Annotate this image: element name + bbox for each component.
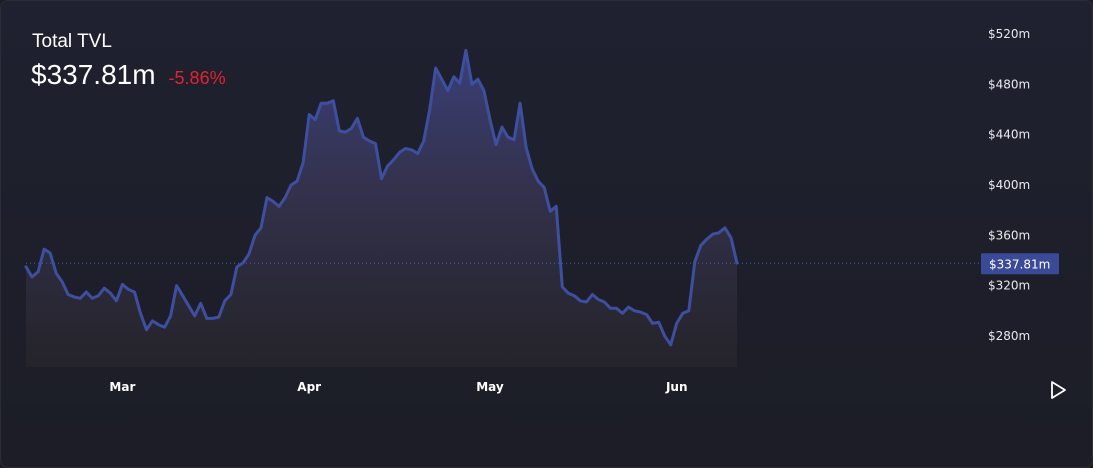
- x-tick-label: Jun: [665, 380, 688, 394]
- y-tick-label: $480m: [988, 77, 1030, 91]
- chart-title: Total TVL: [32, 31, 112, 52]
- y-tick-label: $280m: [988, 329, 1030, 343]
- percent-change: -5.86%: [168, 68, 226, 88]
- y-tick-label: $320m: [988, 279, 1030, 293]
- x-axis: Mar Apr May Jun: [109, 380, 687, 394]
- y-tick-label: $440m: [988, 128, 1030, 142]
- y-tick-label: $520m: [988, 27, 1030, 41]
- current-tvl-value: $337.81m: [31, 59, 156, 90]
- y-tick-label: $360m: [988, 228, 1030, 242]
- y-axis: $520m $480m $440m $400m $360m $320m $280m: [988, 27, 1030, 343]
- tvl-series-line: [24, 48, 739, 347]
- play-button[interactable]: [1047, 379, 1069, 401]
- x-tick-label: Mar: [109, 380, 135, 394]
- x-tick-label: May: [476, 380, 504, 394]
- current-value-badge-label: $337.81m: [989, 257, 1050, 271]
- play-icon: [1051, 381, 1066, 399]
- current-value-badge: $337.81m: [981, 253, 1059, 275]
- x-tick-label: Apr: [297, 380, 321, 394]
- value-row: $337.81m -5.86%: [31, 59, 226, 91]
- current-value-badge-bg: [981, 253, 1059, 275]
- tvl-area-fill: [26, 50, 737, 368]
- y-tick-label: $400m: [988, 178, 1030, 192]
